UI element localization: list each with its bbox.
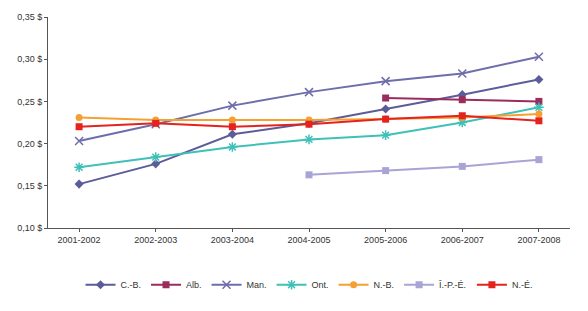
svg-text:0,25 $: 0,25 $ (17, 97, 42, 107)
svg-text:Man.: Man. (247, 280, 267, 290)
svg-text:Ont.: Ont. (312, 280, 329, 290)
svg-text:2007-2008: 2007-2008 (517, 235, 560, 245)
svg-text:0,30 $: 0,30 $ (17, 54, 42, 64)
svg-text:N.-É.: N.-É. (512, 280, 533, 290)
svg-text:0,20 $: 0,20 $ (17, 139, 42, 149)
svg-text:Î.-P.-É.: Î.-P.-É. (438, 280, 466, 290)
svg-text:2003-2004: 2003-2004 (211, 235, 254, 245)
svg-text:0,35 $: 0,35 $ (17, 12, 42, 22)
svg-text:0,10 $: 0,10 $ (17, 223, 42, 233)
svg-text:Alb.: Alb. (186, 280, 202, 290)
svg-text:2001-2002: 2001-2002 (58, 235, 101, 245)
svg-text:2002-2003: 2002-2003 (134, 235, 177, 245)
svg-text:C.-B.: C.-B. (121, 280, 142, 290)
svg-text:N.-B.: N.-B. (374, 280, 395, 290)
svg-text:2005-2006: 2005-2006 (364, 235, 407, 245)
svg-text:0,15 $: 0,15 $ (17, 181, 42, 191)
svg-text:2004-2005: 2004-2005 (287, 235, 330, 245)
svg-text:2006-2007: 2006-2007 (441, 235, 484, 245)
